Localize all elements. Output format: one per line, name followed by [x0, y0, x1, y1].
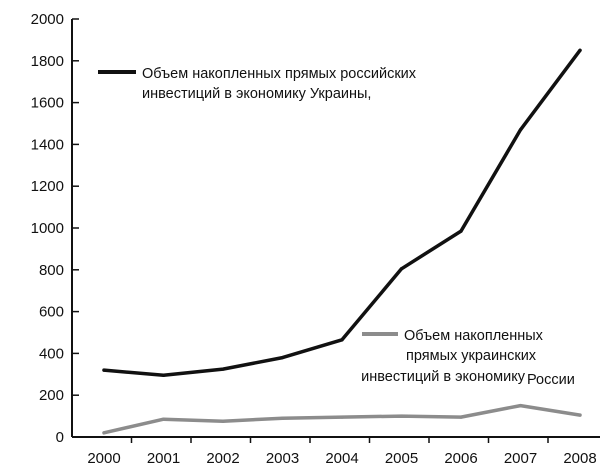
legend-label-2: Объем накопленных	[404, 328, 544, 344]
x-axis: 2000 2001 2002 2003 2004 2005 2006 2007 2008	[72, 436, 600, 467]
series-2-point	[578, 413, 582, 417]
y-tick-label: 1800	[31, 53, 64, 70]
y-tick-label: 1400	[31, 136, 64, 153]
x-tick-label: 2005	[385, 450, 418, 467]
series-2-point	[161, 417, 166, 421]
y-tick-label: 2000	[31, 11, 64, 28]
series-1-point	[340, 338, 344, 342]
series-2-point	[221, 419, 225, 423]
y-tick-label: 200	[39, 387, 64, 404]
series-1-point	[161, 373, 166, 377]
series-2-point	[518, 404, 523, 408]
series-line-2	[102, 403, 582, 435]
y-tick-label: 400	[39, 345, 64, 362]
x-tick-label: 2004	[325, 450, 358, 467]
y-tick-label: 0	[56, 429, 64, 446]
series-2-point	[459, 415, 463, 419]
x-tick-label: 2000	[87, 450, 120, 467]
y-tick-label: 1000	[31, 220, 64, 237]
x-tick-label: 2001	[147, 450, 180, 467]
series-2-point	[340, 415, 344, 419]
legend-label-1: Объем накопленных прямых российских	[142, 66, 417, 82]
x-tick-label: 2002	[206, 450, 239, 467]
legend-label-2: инвестиций в экономику	[361, 369, 526, 385]
series-1-point	[518, 128, 523, 132]
legend-label-1: инвестиций в экономику Украины,	[142, 86, 371, 102]
series-1-point	[459, 229, 463, 233]
legend: Объем накопленных прямых российских инвес…	[98, 66, 575, 388]
y-tick-label: 1600	[31, 95, 64, 112]
legend-label-2: прямых украинских	[406, 348, 537, 364]
y-axis: 0 200 400 600 800 1000 1200 1400 1600 1800 2000	[31, 11, 79, 446]
y-tick-label: 800	[39, 262, 64, 279]
y-tick-label: 1200	[31, 178, 64, 195]
x-tick-label: 2003	[266, 450, 299, 467]
series-1-point	[399, 267, 404, 271]
series-2-point	[399, 414, 404, 418]
x-tick-label: 2007	[504, 450, 537, 467]
series-1-point	[221, 367, 225, 371]
y-tick-label: 600	[39, 304, 64, 321]
series-lines	[102, 48, 582, 435]
x-tick-label: 2008	[563, 450, 596, 467]
series-2-point	[280, 416, 285, 420]
series-1-point	[102, 368, 106, 372]
x-tick-label: 2006	[444, 450, 477, 467]
legend-label-2: России	[527, 372, 575, 388]
series-2-point	[102, 431, 106, 435]
series-1-point	[280, 355, 285, 360]
series-1-point	[578, 48, 582, 52]
